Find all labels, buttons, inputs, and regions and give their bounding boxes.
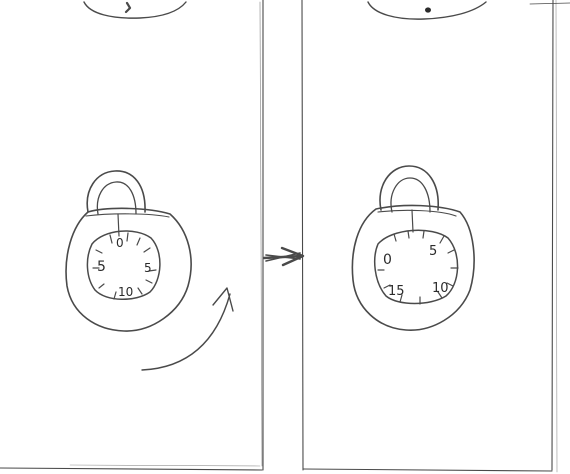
panel-frame-left: [0, 0, 264, 471]
dial-ticks: [92, 232, 157, 300]
dial-ticks: [377, 230, 459, 305]
dial-number: 5: [97, 259, 106, 275]
dial-number: 10: [118, 285, 133, 299]
dial-number: 15: [388, 284, 405, 299]
dial-number: 5: [429, 244, 437, 259]
panel-frame-right: [301, 0, 570, 473]
transition-arrow-icon: [262, 246, 305, 267]
top-figure-right: [367, 1, 487, 20]
dial-number: 0: [116, 236, 124, 250]
padlock-icon: 0 5 5 10: [65, 170, 192, 332]
dial-number: 10: [432, 281, 449, 296]
padlock-icon: 0 5 15 10: [351, 165, 475, 331]
dial-number: 5: [144, 261, 152, 275]
curved-rotation-arrow-icon: [141, 287, 234, 371]
dial-number: 0: [383, 252, 392, 268]
top-figure-left: [83, 1, 187, 19]
